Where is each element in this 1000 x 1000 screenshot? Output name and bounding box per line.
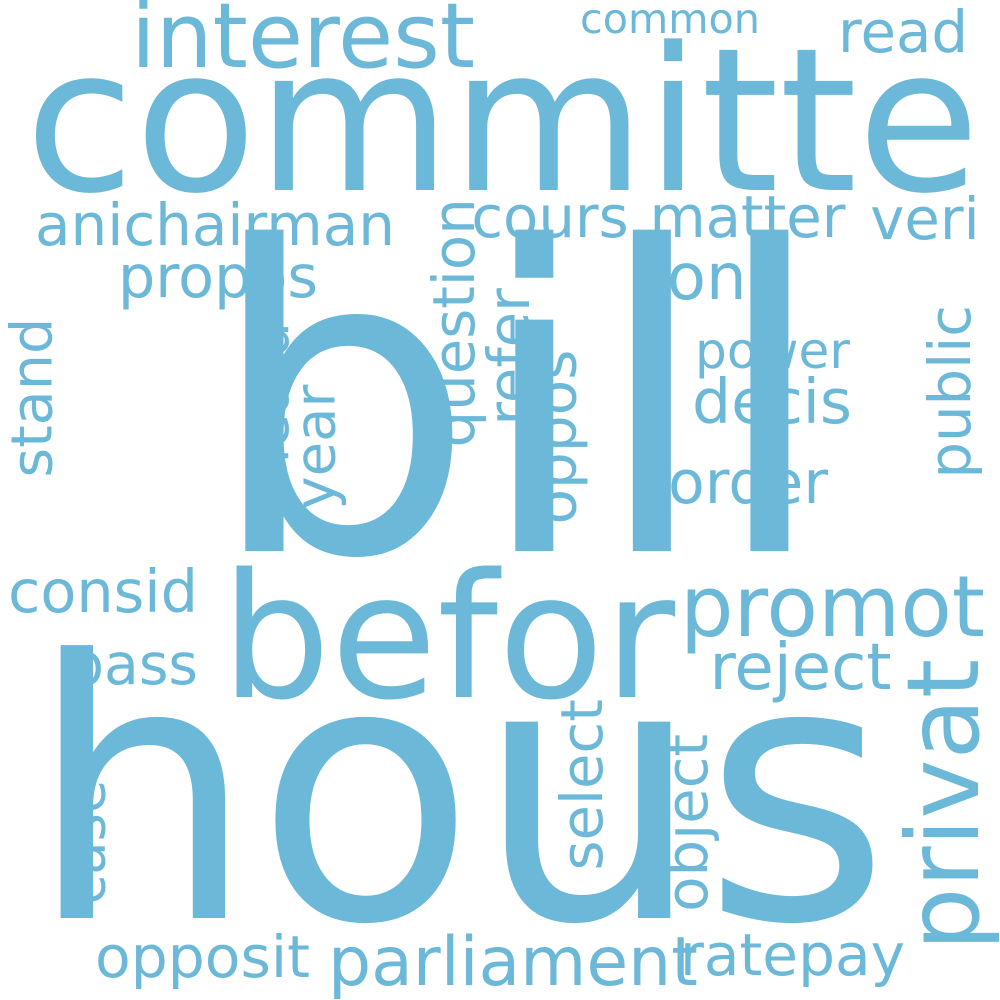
word-bill: bill xyxy=(206,158,829,652)
word-consid: consid xyxy=(8,556,198,626)
word-matter: matter xyxy=(649,182,846,251)
word-propos: propos xyxy=(118,242,318,312)
word-hous: hous xyxy=(28,585,890,1000)
word-public: public xyxy=(915,305,984,479)
word-interest: interest xyxy=(130,0,476,90)
word-common: common xyxy=(580,0,760,44)
word-opposit: opposit xyxy=(95,923,310,992)
word-promot: promot xyxy=(680,558,985,657)
word-stand: stand xyxy=(0,318,66,478)
word-befor: befor xyxy=(220,535,676,738)
word-read: read xyxy=(838,0,968,67)
word-oppos: oppos xyxy=(520,350,589,525)
word-decis: decis xyxy=(692,366,852,439)
word-parliament: parliament xyxy=(328,922,698,1000)
word-cours: cours xyxy=(471,182,629,251)
word-privat: privat xyxy=(884,658,1000,952)
word-anichairman: anichairman xyxy=(35,190,395,259)
word-committe: committe xyxy=(25,5,980,238)
word-pass: pass xyxy=(68,631,198,698)
word-ratepay: ratepay xyxy=(680,921,905,990)
word-order: order xyxy=(668,447,828,518)
word-object: object xyxy=(652,733,721,912)
word-onli: onli xyxy=(666,240,783,315)
word-select: select xyxy=(547,699,616,871)
word-case: case xyxy=(53,780,117,905)
word-reject: reject xyxy=(709,630,892,705)
word-veri: veri xyxy=(870,184,980,253)
word-power: power xyxy=(695,320,850,380)
word-year: year xyxy=(283,385,349,510)
